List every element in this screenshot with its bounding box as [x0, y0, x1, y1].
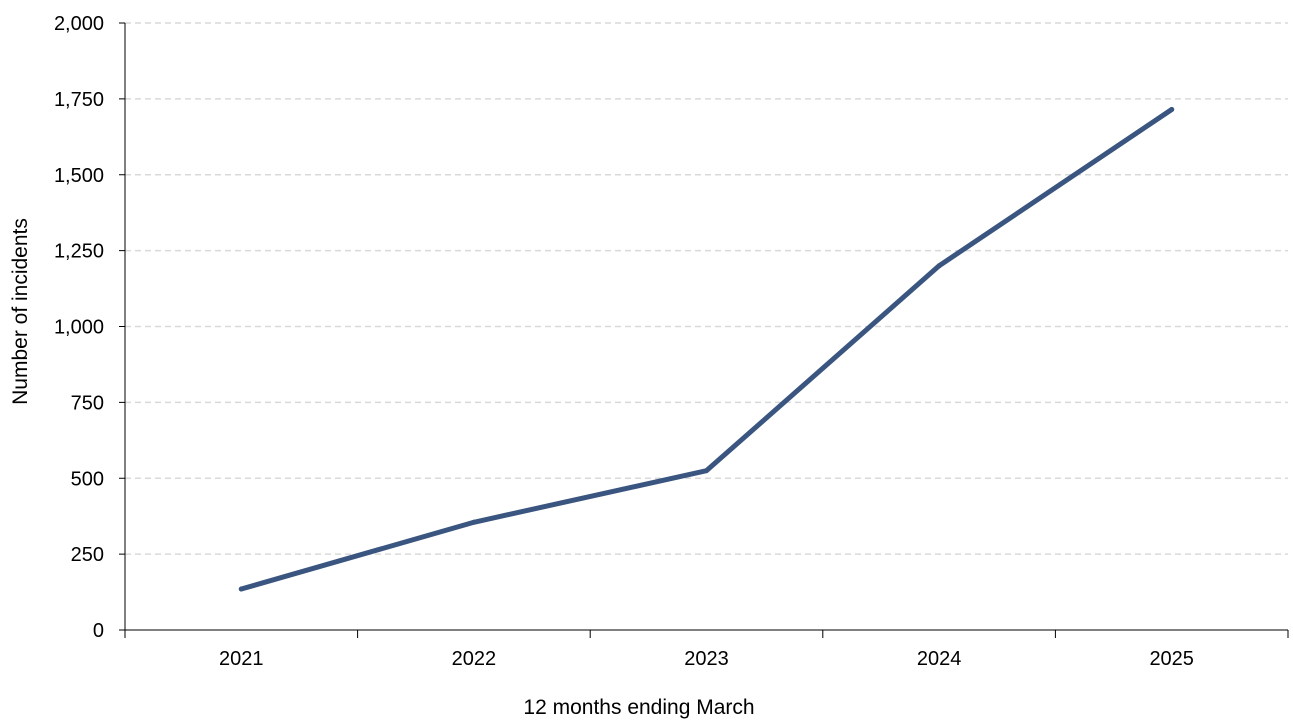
gridlines [125, 22, 1288, 555]
series [238, 106, 1175, 592]
y-tick-labels: 0 250 500 750 1,000 1,250 1,500 1,750 2,000 [54, 13, 125, 642]
y-axis-title: Number of incidents [9, 218, 32, 405]
x-tick-label: 2021 [219, 648, 264, 670]
series-line [238, 106, 1175, 592]
x-tick-label: 2024 [917, 648, 962, 670]
x-axis-title: 12 months ending March [523, 696, 754, 719]
y-tick-label: 750 [71, 392, 104, 414]
x-tick-label: 2025 [1149, 648, 1194, 670]
y-tick-label: 1,250 [54, 241, 104, 263]
data-point [238, 586, 244, 592]
y-tick-label: 500 [71, 468, 104, 490]
data-point [704, 468, 709, 474]
y-tick-label: 2,000 [54, 13, 104, 35]
y-tick-label: 1,750 [54, 89, 104, 111]
y-tick-label: 0 [93, 620, 104, 642]
y-tick-label: 1,500 [54, 165, 104, 187]
y-tick-label: 250 [71, 544, 104, 566]
x-ticks: 2021 2022 2023 2024 2025 [124, 630, 1289, 670]
data-point [1169, 106, 1175, 112]
x-tick-label: 2023 [684, 648, 729, 670]
y-tick-label: 1,000 [54, 317, 104, 339]
data-point [471, 519, 477, 525]
data-point [936, 263, 942, 269]
x-tick-label: 2022 [452, 648, 497, 670]
